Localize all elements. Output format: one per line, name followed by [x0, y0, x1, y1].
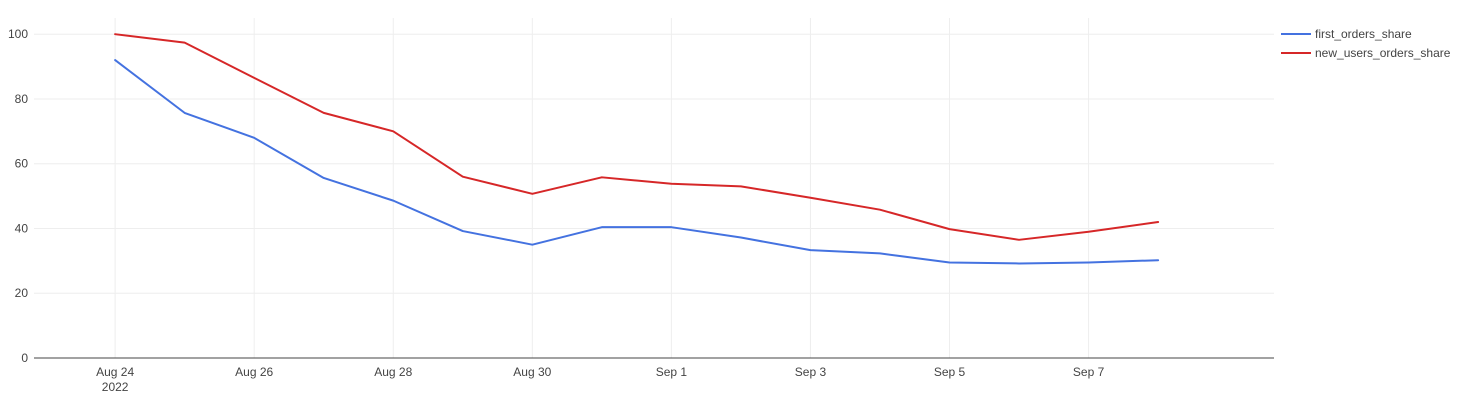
- y-tick-label: 80: [15, 92, 29, 106]
- x-tick-sublabel: 2022: [102, 380, 129, 394]
- series-lines: [114, 33, 1160, 265]
- x-tick-label: Aug 30: [513, 365, 551, 379]
- legend-label: first_orders_share: [1315, 27, 1412, 41]
- series-line-new_users_orders_share: [114, 33, 1160, 241]
- grid-lines: [34, 18, 1274, 358]
- x-tick-label: Sep 3: [795, 365, 827, 379]
- y-tick-label: 100: [8, 27, 28, 41]
- series-line-first_orders_share: [114, 59, 1160, 265]
- x-tick-label: Aug 28: [374, 365, 412, 379]
- x-tick-label: Aug 24: [96, 365, 134, 379]
- y-tick-label: 0: [21, 351, 28, 365]
- x-tick-label: Sep 5: [934, 365, 966, 379]
- y-tick-label: 20: [15, 286, 29, 300]
- x-tick-label: Sep 7: [1073, 365, 1105, 379]
- legend: first_orders_share new_users_orders_share: [1281, 27, 1451, 60]
- x-tick-label: Sep 1: [656, 365, 688, 379]
- x-tick-label: Aug 26: [235, 365, 273, 379]
- y-tick-label: 60: [15, 157, 29, 171]
- legend-label: new_users_orders_share: [1315, 46, 1451, 60]
- y-tick-label: 40: [15, 221, 29, 235]
- y-axis-ticks: 0 20 40 60 80 100: [8, 27, 28, 365]
